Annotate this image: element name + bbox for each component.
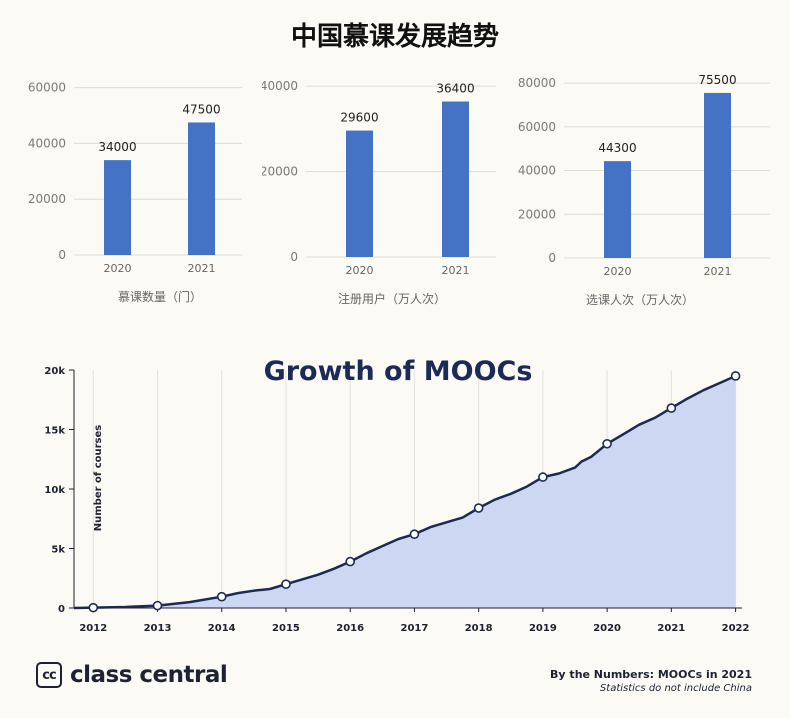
y-tick-label: 20000: [518, 207, 556, 221]
data-point-2021: [666, 403, 677, 413]
bar-2021: [704, 92, 731, 259]
y-tick-label: 20k: [44, 366, 65, 377]
x-tick-label: 2019: [529, 623, 557, 634]
y-tick-label: 0: [58, 604, 65, 615]
data-point-2013: [152, 600, 163, 611]
y-tick-label: 60000: [518, 120, 556, 134]
bar-chart-registered-users: 0 20000 40000 29600 2020 36400 2021 注册用户（万人次）: [262, 79, 496, 306]
bar-2021: [188, 122, 215, 255]
y-axis-label: Number of courses: [93, 425, 104, 532]
y-tick-label: 15k: [44, 426, 65, 437]
y-tick-label: 5k: [51, 545, 65, 556]
y-tick-label: 40000: [28, 136, 66, 150]
data-point-2020: [602, 438, 612, 449]
data-point-2018: [473, 503, 484, 513]
series-line: [73, 374, 737, 610]
data-point-2017: [409, 529, 420, 540]
class-central-logo-icon: cc: [36, 662, 62, 688]
data-point-2015: [281, 579, 291, 589]
data-point-2019: [538, 472, 548, 482]
y-tick-label: 80000: [518, 76, 556, 90]
area-fill: [74, 376, 736, 608]
data-point-2012: [88, 602, 99, 613]
y-tick-label: 20000: [28, 192, 66, 206]
y-tick-label: 60000: [28, 81, 66, 95]
x-tick-label: 2021: [188, 262, 216, 275]
x-tick-label: 2020: [593, 623, 621, 634]
class-central-logo: cc class central: [36, 662, 228, 688]
x-tick-label: 2017: [401, 623, 429, 634]
y-tick-label: 0: [290, 250, 298, 264]
x-tick-label: 2020: [346, 264, 374, 277]
data-label: 29600: [340, 111, 378, 125]
chart-title: Growth of MOOCs: [264, 356, 533, 387]
x-axis-label: 慕课数量（门）: [118, 289, 202, 304]
y-tick-label: 0: [58, 248, 66, 262]
x-tick-label: 2018: [465, 623, 493, 634]
data-label: 75500: [698, 73, 736, 87]
x-tick-label: 2020: [604, 265, 632, 278]
x-tick-label: 2012: [79, 623, 107, 634]
page-title: 中国慕课发展趋势: [290, 22, 499, 52]
growth-of-moocs-chart: 0 5k 10k 15k 20k 2012 2013 2014 2015 2016 2017 2018…: [44, 356, 750, 634]
data-label: 44300: [598, 141, 636, 155]
data-point-2016: [345, 556, 355, 567]
x-tick-label: 2015: [272, 623, 300, 634]
x-tick-label: 2022: [722, 623, 750, 634]
data-label: 47500: [182, 102, 220, 116]
data-label: 34000: [98, 140, 136, 154]
bar-2021: [442, 101, 469, 257]
logo-text: class central: [70, 662, 228, 688]
data-point-2022: [730, 371, 741, 381]
x-tick-label: 2021: [442, 264, 470, 277]
footer-note-title: By the Numbers: MOOCs in 2021: [550, 668, 752, 681]
y-tick-label: 40000: [262, 79, 298, 93]
bar-2020: [346, 130, 373, 257]
bar-2020: [104, 160, 131, 255]
x-tick-label: 2014: [208, 623, 236, 634]
data-point-2014: [216, 591, 227, 602]
x-tick-label: 2021: [704, 265, 732, 278]
x-axis-label: 注册用户（万人次）: [338, 291, 446, 306]
footer-note: By the Numbers: MOOCs in 2021 Statistics…: [550, 668, 752, 694]
y-tick-label: 40000: [518, 164, 556, 178]
x-axis-label: 选课人次（万人次）: [586, 293, 694, 307]
bar-chart-enrollments: 0 20000 40000 60000 80000 44300 2020 75500 2021 选…: [518, 73, 770, 307]
y-tick-label: 20000: [262, 165, 298, 179]
y-tick-label: 0: [548, 251, 556, 265]
x-tick-label: 2013: [144, 623, 172, 634]
y-tick-label: 10k: [44, 485, 65, 496]
footer-note-subtitle: Statistics do not include China: [599, 683, 752, 694]
data-label: 36400: [436, 82, 474, 96]
x-tick-label: 2016: [336, 623, 364, 634]
x-tick-label: 2021: [657, 623, 685, 634]
bar-chart-mooc-count: 0 20000 40000 60000 34000 2020 47500 2021 慕课数量（门…: [28, 81, 242, 304]
x-tick-label: 2020: [104, 262, 132, 275]
bar-2020: [604, 161, 631, 258]
